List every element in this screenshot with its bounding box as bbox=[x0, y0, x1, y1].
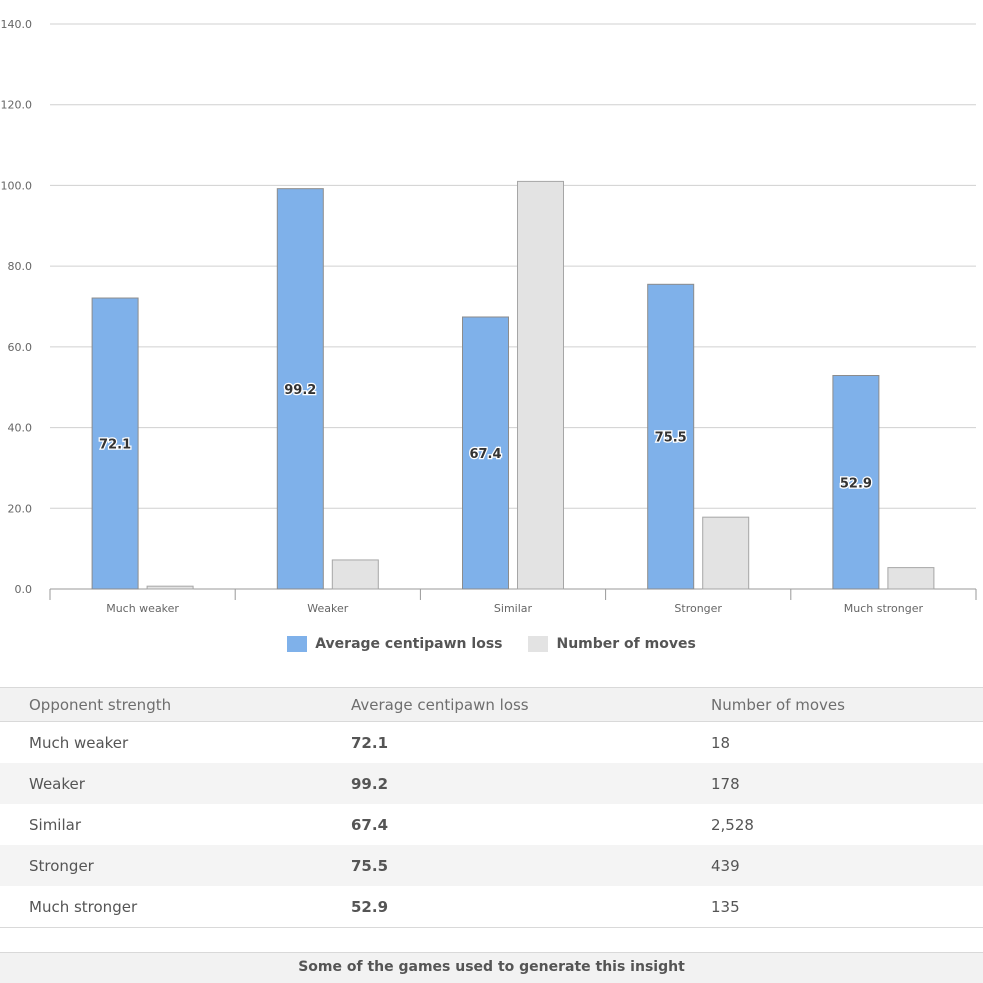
table-header-row: Opponent strength Average centipawn loss… bbox=[0, 687, 983, 722]
y-tick-label: 100.0 bbox=[1, 179, 33, 192]
data-label: 75.5 bbox=[655, 431, 687, 446]
games-link-text[interactable]: Some of the games used to generate this … bbox=[298, 959, 685, 975]
table-row: Much stronger 52.9 135 bbox=[0, 886, 983, 928]
x-tick-label: Much weaker bbox=[106, 602, 179, 615]
legend-swatch-moves bbox=[528, 636, 549, 652]
bar-acpl bbox=[91, 297, 139, 590]
cell-moves: 439 bbox=[711, 856, 740, 875]
cell-moves: 135 bbox=[711, 897, 740, 916]
legend-label-moves: Number of moves bbox=[556, 636, 696, 652]
bar-acpl bbox=[647, 283, 695, 590]
header-moves[interactable]: Number of moves bbox=[711, 695, 845, 714]
data-table-container: Opponent strength Average centipawn loss… bbox=[0, 687, 983, 928]
y-tick-label: 40.0 bbox=[8, 422, 33, 435]
bar-chart: 0.0 20.0 40.0 60.0 80.0 100.0 120.0 140.0 72.1 Mu… bbox=[1, 18, 977, 615]
y-tick-label: 0.0 bbox=[15, 583, 33, 596]
legend-swatch-acpl bbox=[287, 636, 308, 652]
table-row: Stronger 75.5 439 bbox=[0, 845, 983, 886]
y-tick-label: 60.0 bbox=[8, 341, 33, 354]
cell-acpl: 52.9 bbox=[351, 897, 389, 916]
data-label: 99.2 bbox=[284, 383, 316, 398]
x-tick-label: Much stronger bbox=[844, 602, 924, 615]
data-label: 67.4 bbox=[469, 447, 501, 462]
cell-moves: 2,528 bbox=[711, 815, 754, 834]
x-tick-label: Similar bbox=[494, 602, 533, 615]
y-tick-label: 140.0 bbox=[1, 18, 33, 31]
cell-strength: Stronger bbox=[29, 856, 94, 875]
bar-moves bbox=[887, 567, 935, 590]
cell-moves: 18 bbox=[711, 733, 731, 752]
chart-legend: Average centipawn loss Number of moves bbox=[0, 636, 983, 652]
cell-acpl: 99.2 bbox=[351, 774, 389, 793]
header-opponent-strength[interactable]: Opponent strength bbox=[29, 695, 172, 714]
table-row: Weaker 99.2 178 bbox=[0, 763, 983, 804]
table-row: Much weaker 72.1 18 bbox=[0, 722, 983, 764]
cell-strength: Similar bbox=[29, 815, 81, 834]
data-label: 72.1 bbox=[99, 438, 131, 453]
bar-moves bbox=[146, 585, 194, 590]
bar-acpl bbox=[462, 316, 509, 590]
bar-moves bbox=[517, 180, 564, 590]
y-tick-label: 80.0 bbox=[8, 260, 33, 273]
legend-item-acpl[interactable]: Average centipawn loss bbox=[287, 636, 502, 652]
bar-moves bbox=[331, 559, 379, 590]
x-tick-label: Weaker bbox=[307, 602, 348, 615]
x-tick-label: Stronger bbox=[674, 602, 722, 615]
bar-acpl bbox=[276, 188, 324, 590]
data-label: 52.9 bbox=[840, 476, 872, 491]
cell-moves: 178 bbox=[711, 774, 740, 793]
cell-acpl: 72.1 bbox=[351, 733, 389, 752]
cell-strength: Much stronger bbox=[29, 897, 138, 916]
y-tick-label: 20.0 bbox=[8, 502, 33, 515]
bar-moves bbox=[702, 516, 750, 590]
legend-label-acpl: Average centipawn loss bbox=[315, 636, 503, 652]
data-table: Opponent strength Average centipawn loss… bbox=[0, 687, 983, 928]
y-tick-label: 120.0 bbox=[1, 99, 33, 112]
cell-strength: Weaker bbox=[29, 774, 85, 793]
table-row: Similar 67.4 2,528 bbox=[0, 804, 983, 845]
cell-acpl: 67.4 bbox=[351, 815, 389, 834]
legend-item-moves[interactable]: Number of moves bbox=[528, 636, 696, 652]
header-acpl[interactable]: Average centipawn loss bbox=[351, 695, 529, 714]
chart-area: 0.0 20.0 40.0 60.0 80.0 100.0 120.0 140.0 72.1 Mu… bbox=[0, 18, 983, 652]
bar-acpl bbox=[832, 375, 880, 590]
cell-strength: Much weaker bbox=[29, 733, 129, 752]
cell-acpl: 75.5 bbox=[351, 856, 389, 875]
